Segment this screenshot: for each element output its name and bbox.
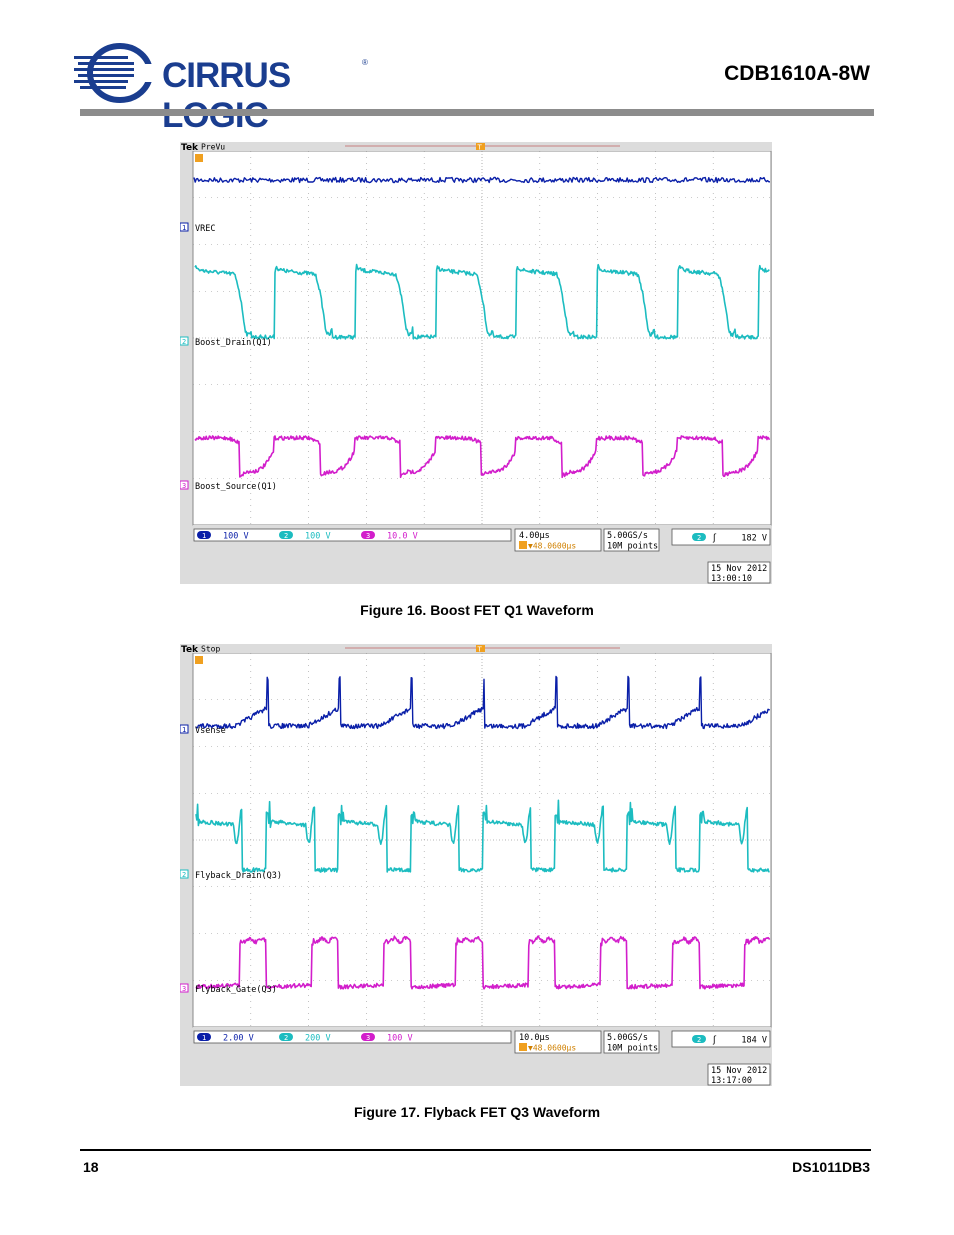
channel-1-marker [180, 222, 189, 232]
channel-3-scale-badge [361, 531, 375, 539]
trigger-source-badge [692, 533, 706, 541]
trigger-delay: ▼48.0600µs [528, 1044, 576, 1053]
channel-2-scale-num: 2 [284, 532, 288, 540]
channel-1-scale: 2.00 V [223, 1034, 254, 1044]
capture-time: 13:17:00 [711, 1076, 752, 1086]
channel-1-label: Vsense [195, 726, 226, 736]
timebase-box [514, 1030, 602, 1054]
trigger-slope: ʃ [712, 534, 717, 544]
trigger-level: 182 V [741, 534, 767, 544]
document-id: DS1011DB3 [792, 1159, 870, 1175]
date-box [707, 1063, 771, 1086]
channel-2-scale: 200 V [305, 1034, 331, 1044]
timebase: 4.00µs [519, 531, 550, 541]
date-box [707, 561, 771, 584]
channel-3-label: Boost_Source(Q1) [195, 482, 277, 492]
channel-2-scale-badge [279, 1033, 293, 1041]
channel-3-scale-num: 3 [366, 1034, 370, 1042]
trigger-slope: ʃ [712, 1036, 717, 1046]
channel-3-marker [180, 480, 189, 490]
trigger-position-marker [476, 645, 485, 652]
registered-mark: ® [362, 58, 368, 67]
acquisition-box [603, 528, 660, 552]
channel-3-scale: 100 V [387, 1034, 413, 1044]
channel-scale-box [193, 1030, 512, 1044]
channel-3-scale-num: 3 [366, 532, 370, 540]
channel-3-marker [180, 983, 189, 993]
record-length: 10M points [607, 1044, 658, 1054]
scope-brand: Tek [181, 645, 199, 655]
page-number: 18 [83, 1159, 99, 1175]
channel-3-waveform [195, 935, 771, 990]
channel-3-waveform [194, 435, 771, 479]
cirrus-logic-logo: CIRRUS LOGIC ® [74, 42, 374, 135]
channel-1-scale-badge [197, 1033, 211, 1041]
channel-1-label: VREC [195, 224, 215, 234]
channel-2-marker-num: 2 [182, 338, 186, 346]
channel-1-scale: 100 V [223, 532, 249, 542]
sample-rate: 5.00GS/s [607, 531, 648, 541]
acquisition-box [603, 1030, 660, 1054]
channel-3-marker-num: 3 [182, 482, 186, 490]
trigger-position-label: T [477, 646, 483, 654]
capture-time: 13:00:10 [711, 574, 752, 584]
capture-date: 15 Nov 2012 [711, 1066, 767, 1076]
scope-mode: PreVu [201, 143, 225, 152]
channel-1-marker-num: 1 [182, 726, 186, 734]
channel-1-waveform [195, 675, 771, 730]
channel-2-waveform [195, 799, 770, 873]
figure-caption-16: Figure 16. Boost FET Q1 Waveform [360, 602, 594, 618]
footer-rule [80, 1149, 871, 1151]
header-rule [80, 109, 874, 116]
trigger-position-label: T [477, 144, 483, 152]
channel-1-waveform [193, 176, 770, 184]
document-title: CDB1610A-8W [724, 62, 870, 85]
trigger-level-marker [195, 656, 203, 664]
channel-scale-box [193, 528, 512, 542]
scope-mode: Stop [201, 645, 220, 654]
channel-1-scale-num: 1 [202, 532, 206, 540]
channel-3-marker-num: 3 [182, 985, 186, 993]
logo-swirl-icon [74, 43, 164, 103]
oscilloscope-screenshot-flyback: Tek Stop T 1 Vsense 2 Flyback_Drain(Q3) 3 Flybac… [180, 644, 772, 1086]
capture-date: 15 Nov 2012 [711, 564, 767, 574]
sample-rate: 5.00GS/s [607, 1033, 648, 1043]
channel-2-scale-badge [279, 531, 293, 539]
channel-1-scale-num: 1 [202, 1034, 206, 1042]
channel-2-scale-num: 2 [284, 1034, 288, 1042]
scope-brand: Tek [181, 143, 199, 153]
channel-1-marker [180, 724, 189, 734]
trigger-delay-icon [519, 541, 527, 549]
company-name: CIRRUS LOGIC [162, 56, 291, 135]
channel-3-scale: 10.0 V [387, 532, 418, 542]
channel-2-scale: 100 V [305, 532, 331, 542]
channel-2-label: Flyback_Drain(Q3) [195, 871, 282, 881]
channel-2-waveform [194, 263, 770, 340]
timebase-box [514, 528, 602, 552]
channel-1-scale-badge [197, 531, 211, 539]
channel-2-marker [180, 869, 189, 879]
oscilloscope-screenshot-boost: Tek PreVu T 1 VREC 2 Boost_Drain(Q1) 3 Boost_Sou… [180, 142, 772, 584]
timebase: 10.0µs [519, 1033, 550, 1043]
trigger-delay: ▼48.0600µs [528, 542, 576, 551]
channel-2-marker [180, 336, 189, 346]
trigger-delay-icon [519, 1043, 527, 1051]
trigger-source-badge [692, 1035, 706, 1043]
trigger-level: 184 V [741, 1036, 767, 1046]
trigger-source: 2 [697, 534, 701, 542]
channel-1-marker-num: 1 [182, 224, 186, 232]
trigger-level-marker [195, 154, 203, 162]
channel-3-label: Flyback_Gate(Q3) [195, 985, 277, 995]
channel-3-scale-badge [361, 1033, 375, 1041]
figure-caption-17: Figure 17. Flyback FET Q3 Waveform [353, 1104, 601, 1120]
channel-2-label: Boost_Drain(Q1) [195, 338, 272, 348]
record-length: 10M points [607, 542, 658, 552]
channel-2-marker-num: 2 [182, 871, 186, 879]
trigger-source: 2 [697, 1036, 701, 1044]
trigger-position-marker [476, 143, 485, 150]
